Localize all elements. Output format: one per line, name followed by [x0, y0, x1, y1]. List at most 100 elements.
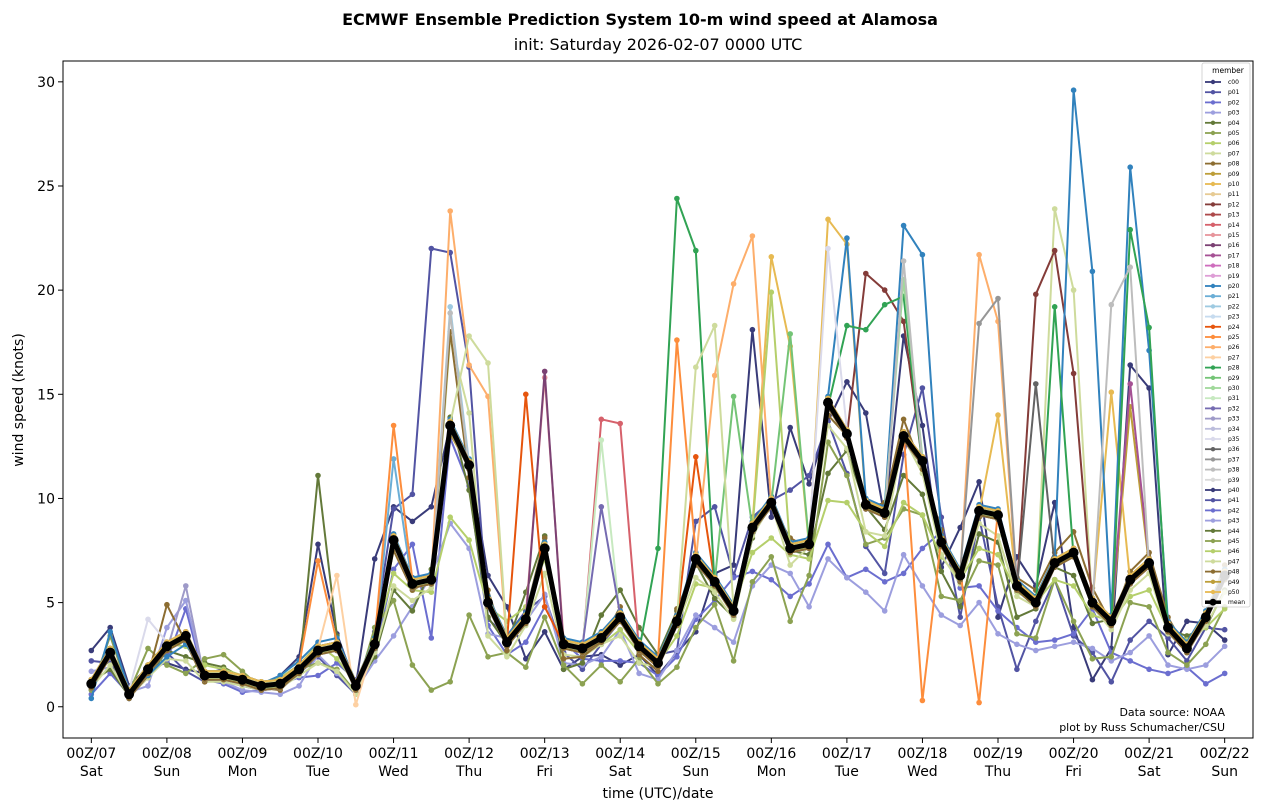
legend-swatch-marker [1210, 447, 1216, 452]
x-tick-label-day: Mon [228, 764, 258, 780]
data-point-p02 [1203, 681, 1209, 687]
data-point-p27 [334, 572, 340, 579]
data-point-p07 [428, 585, 435, 591]
data-point-p02 [900, 570, 907, 577]
legend-swatch-marker [1210, 232, 1216, 238]
data-point-p04 [579, 660, 586, 666]
data-point-p07 [466, 410, 472, 416]
data-point-p32 [598, 504, 605, 510]
data-point-c00 [107, 624, 113, 631]
data-point-p06 [844, 499, 850, 506]
data-point-p20 [900, 222, 907, 229]
legend-label: p35 [1228, 436, 1240, 443]
data-point-p06 [900, 499, 907, 506]
data-point-mean [936, 537, 947, 548]
data-point-p03 [1203, 662, 1209, 668]
data-point-p07 [730, 616, 737, 623]
data-point-c00 [1221, 637, 1228, 643]
data-point-p07 [504, 654, 510, 660]
data-point-p03 [711, 624, 718, 631]
data-point-p12 [881, 287, 888, 293]
data-point-p05 [768, 554, 775, 560]
data-point-p03 [957, 622, 963, 629]
legend-swatch-marker [1210, 79, 1216, 85]
legend-item-p22: p22 [1205, 303, 1240, 310]
data-point-p26 [466, 362, 472, 368]
data-point-p28 [844, 322, 850, 329]
data-point-p06 [806, 556, 812, 562]
legend-swatch-marker [1210, 120, 1216, 126]
legend-swatch-marker [1210, 222, 1216, 227]
legend-swatch-marker [1210, 151, 1216, 156]
legend-swatch-marker [1210, 385, 1216, 391]
data-point-mean [464, 460, 475, 471]
data-point-p06 [881, 543, 888, 550]
data-point-p05 [863, 541, 869, 548]
data-point-c00 [976, 479, 982, 485]
legend-label: p18 [1228, 263, 1240, 270]
data-point-mean [86, 678, 97, 689]
legend-label: p07 [1228, 150, 1240, 157]
x-tick-label-time: 00Z/15 [671, 746, 721, 762]
data-point-p03 [900, 551, 907, 558]
data-point-p06 [466, 537, 472, 543]
data-point-mean [1049, 558, 1060, 568]
x-tick-label-day: Sun [1211, 764, 1238, 780]
data-point-p08 [541, 535, 548, 541]
data-point-p14 [598, 416, 605, 423]
y-tick-label: 15 [37, 387, 55, 403]
legend-item-p07: p07 [1205, 150, 1240, 157]
legend-swatch-marker [1210, 477, 1216, 482]
data-point-c00 [617, 662, 623, 668]
data-point-p05 [976, 558, 982, 564]
data-point-mean [275, 678, 286, 689]
data-point-p02 [598, 658, 605, 664]
legend-item-p36: p36 [1205, 446, 1240, 453]
legend-item-p47: p47 [1205, 558, 1240, 565]
data-point-p03 [277, 691, 284, 698]
legend-swatch-marker [1210, 181, 1216, 187]
legend-label: p11 [1228, 191, 1240, 198]
legend-item-p41: p41 [1205, 497, 1240, 504]
data-point-p01 [693, 518, 699, 525]
x-tick-label-time: 00Z/20 [1049, 746, 1099, 762]
data-point-p25 [674, 337, 680, 343]
x-tick-label-day: Wed [907, 764, 938, 780]
data-point-p08 [655, 668, 661, 675]
data-point-p03 [1221, 643, 1228, 650]
data-point-p07 [334, 668, 340, 675]
chart-subtitle: init: Saturday 2026-02-07 0000 UTC [514, 35, 803, 54]
data-point-p02 [1165, 670, 1171, 677]
x-tick-label-time: 00Z/21 [1124, 746, 1174, 762]
data-point-p04 [315, 472, 321, 479]
legend-item-p27: p27 [1205, 354, 1240, 361]
data-point-mean [1200, 612, 1211, 623]
legend-item-p28: p28 [1205, 365, 1240, 372]
legend-box [1201, 62, 1251, 608]
data-point-p07 [1014, 593, 1020, 600]
data-point-p04 [938, 568, 945, 575]
data-point-p46 [768, 289, 775, 296]
legend-label: p17 [1228, 252, 1240, 259]
legend-label: p41 [1228, 497, 1240, 504]
y-axis: 0 5 10 15 20 25 30 [37, 75, 63, 716]
data-point-p05 [598, 662, 605, 668]
data-point-p02 [409, 541, 416, 548]
data-point-p28 [1051, 304, 1058, 310]
data-point-p10 [825, 216, 831, 223]
data-point-p03 [844, 574, 850, 581]
legend-item-p20: p20 [1205, 283, 1240, 290]
data-point-p03 [1184, 666, 1190, 673]
x-tick-label-time: 00Z/18 [897, 746, 947, 762]
data-point-p07 [787, 562, 793, 568]
data-point-p03 [881, 608, 888, 614]
data-point-c00 [919, 422, 926, 429]
legend-item-p21: p21 [1205, 293, 1240, 300]
data-point-p05 [164, 662, 170, 668]
data-point-p06 [1221, 606, 1228, 612]
legend-label: mean [1228, 599, 1245, 606]
legend-item-p06: p06 [1205, 140, 1240, 147]
data-point-c00 [523, 656, 529, 662]
legend-label: p50 [1228, 589, 1240, 596]
data-point-p20 [1127, 164, 1133, 170]
